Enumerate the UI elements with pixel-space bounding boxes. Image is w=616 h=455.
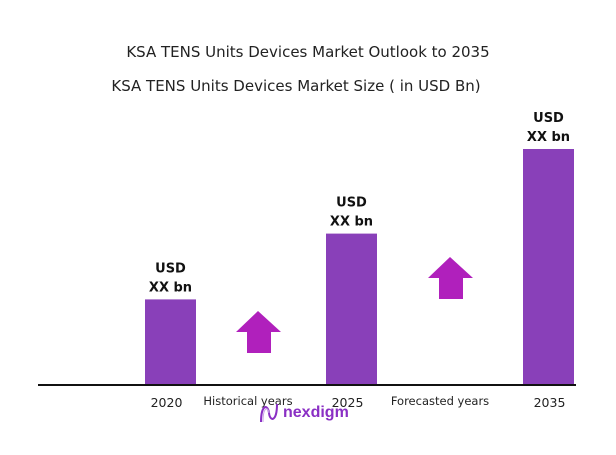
data-label-currency: USD bbox=[533, 111, 564, 126]
up-arrow-icon bbox=[428, 257, 473, 299]
up-arrow-icon bbox=[236, 311, 281, 353]
nexdigm-logo: nexdigm bbox=[258, 402, 349, 424]
bar-2025 bbox=[326, 233, 377, 384]
bar-2020 bbox=[145, 299, 196, 384]
bar-2035 bbox=[523, 149, 574, 384]
x-tick-label: 2035 bbox=[534, 395, 566, 410]
chart-title: KSA TENS Units Devices Market Outlook to… bbox=[126, 43, 490, 61]
data-label-currency: USD bbox=[336, 196, 367, 211]
data-label-value: XX bn bbox=[149, 280, 192, 295]
logo-wave-icon bbox=[260, 403, 278, 423]
chart-subtitle: KSA TENS Units Devices Market Size ( in … bbox=[111, 77, 481, 95]
annotation-historical: Historical years bbox=[203, 394, 292, 408]
x-tick-label: 2025 bbox=[332, 395, 364, 410]
logo-text: nexdigm bbox=[283, 404, 349, 421]
data-label-value: XX bn bbox=[527, 130, 570, 145]
data-label-value: XX bn bbox=[330, 215, 373, 230]
annotation-forecasted: Forecasted years bbox=[391, 394, 489, 408]
x-tick-label: 2020 bbox=[151, 395, 183, 410]
data-label-currency: USD bbox=[155, 261, 186, 276]
